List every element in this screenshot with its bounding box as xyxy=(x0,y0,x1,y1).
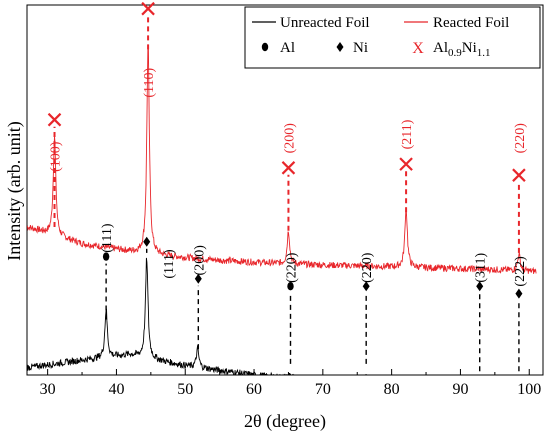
diamond-marker-icon xyxy=(194,273,202,284)
cross-marker-icon xyxy=(141,1,155,16)
peak-label: (222) xyxy=(513,256,528,287)
diamond-marker-icon xyxy=(476,281,484,292)
x-tick-label: 100 xyxy=(517,381,541,398)
x-tick-label: 40 xyxy=(108,381,124,398)
legend-al-circle-icon xyxy=(261,42,269,52)
legend-label-alni: Al0.9Ni1.1 xyxy=(433,40,491,59)
cross-marker-icon xyxy=(512,168,526,182)
legend-label-al: Al xyxy=(280,40,295,56)
x-tick-label: 30 xyxy=(40,381,56,398)
diamond-marker-icon xyxy=(362,281,370,292)
cross-marker-icon xyxy=(281,161,296,175)
peak-label: (211) xyxy=(400,119,415,149)
peak-label: (311) xyxy=(474,252,489,282)
peak-label: (220) xyxy=(285,252,300,283)
peak-label: (110) xyxy=(142,67,157,97)
x-axis-label: 2θ (degree) xyxy=(244,411,326,432)
annotation-layer: (100) (110) (200) (211) (220) (111) (111) (200)… xyxy=(47,1,528,372)
legend-label-unreacted: Unreacted Foil xyxy=(280,15,370,31)
series-line xyxy=(27,257,367,375)
circle-marker-icon xyxy=(102,252,110,261)
legend-label-reacted: Reacted Foil xyxy=(433,15,509,31)
x-tick-label: 70 xyxy=(315,381,331,398)
legend-cross-icon: X xyxy=(412,40,424,57)
series-layer xyxy=(27,46,537,375)
peak-label: (100) xyxy=(49,141,64,172)
legend-ni-diamond-icon xyxy=(336,42,344,52)
y-axis-label: Intensity (arb. unit) xyxy=(4,121,25,260)
peak-label: (111) xyxy=(100,223,115,253)
x-tick-label: 60 xyxy=(246,381,262,398)
peak-label: (220) xyxy=(513,123,528,154)
legend-label-ni: Ni xyxy=(353,40,368,56)
peak-label: (200) xyxy=(192,245,207,276)
legend: Unreacted Foil Reacted Foil Al Ni X Al0.… xyxy=(244,6,541,69)
x-tick-label: 80 xyxy=(384,381,400,398)
peak-label: (111) xyxy=(162,249,177,279)
diamond-marker-icon xyxy=(143,236,151,247)
peak-label: (220) xyxy=(360,252,375,283)
x-axis: 30 40 50 60 70 80 90 100 xyxy=(40,369,541,398)
diamond-marker-icon xyxy=(515,288,523,299)
cross-marker-icon xyxy=(47,112,62,127)
cross-marker-icon xyxy=(399,157,413,171)
circle-marker-icon xyxy=(287,282,294,291)
peak-label: (200) xyxy=(282,123,297,154)
x-tick-label: 90 xyxy=(452,381,468,398)
x-tick-label: 50 xyxy=(177,381,193,398)
legend-box xyxy=(244,6,541,69)
series-line xyxy=(27,46,537,275)
